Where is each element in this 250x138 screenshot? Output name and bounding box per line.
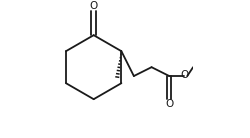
Text: O: O — [165, 99, 173, 109]
Text: O: O — [90, 1, 98, 11]
Text: O: O — [181, 70, 189, 80]
